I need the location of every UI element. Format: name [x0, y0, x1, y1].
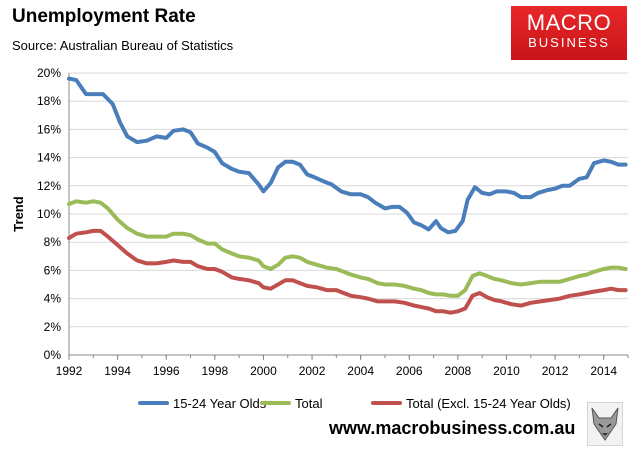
- page-title: Unemployment Rate: [12, 6, 196, 27]
- y-tick-label: 2%: [44, 320, 62, 334]
- macro-business-logo[interactable]: MACRO BUSINESS: [511, 6, 627, 60]
- y-tick-label: 14%: [37, 151, 61, 165]
- y-axis: 0% 2% 4% 6% 8% 10% 12% 14% 16% 18% 20% Trend: [11, 66, 70, 362]
- y-axis-label: Trend: [11, 196, 26, 231]
- x-tick-label: 2006: [396, 364, 423, 378]
- x-tick-label: 2000: [250, 364, 277, 378]
- x-tick-label: 2002: [299, 364, 326, 378]
- x-tick-label: 2004: [347, 364, 374, 378]
- y-tick-label: 18%: [37, 94, 61, 108]
- x-tick-label: 1998: [201, 364, 228, 378]
- logo-line-1: MACRO: [526, 10, 612, 35]
- x-tick-label: 1996: [153, 364, 180, 378]
- chart-legend: 15-24 Year Olds Total Total (Excl. 15-24 Y…: [138, 396, 571, 411]
- footer-url[interactable]: www.macrobusiness.com.au: [329, 418, 576, 438]
- y-tick-label: 4%: [44, 292, 62, 306]
- x-tick-label: 1994: [104, 364, 131, 378]
- y-tick-label: 10%: [37, 207, 61, 221]
- logo-line-2: BUSINESS: [528, 35, 610, 50]
- chart-gridlines: [69, 72, 628, 328]
- legend-label-0: 15-24 Year Olds: [173, 396, 267, 411]
- chart-series: [67, 76, 628, 315]
- x-tick-label: 2014: [590, 364, 617, 378]
- fox-icon: [587, 402, 623, 446]
- legend-label-1: Total: [295, 396, 323, 411]
- x-tick-label: 2010: [493, 364, 520, 378]
- chart-source: Source: Australian Bureau of Statistics: [12, 38, 234, 53]
- y-tick-label: 20%: [37, 66, 61, 80]
- x-tick-label: 2008: [445, 364, 472, 378]
- y-tick-label: 0%: [44, 348, 62, 362]
- series-line-2: [67, 228, 628, 315]
- y-tick-label: 8%: [44, 235, 62, 249]
- legend-label-2: Total (Excl. 15-24 Year Olds): [406, 396, 571, 411]
- y-tick-label: 16%: [37, 122, 61, 136]
- y-tick-label: 12%: [37, 179, 61, 193]
- series-line-1: [67, 199, 628, 298]
- y-tick-label: 6%: [44, 263, 62, 277]
- x-tick-label: 2012: [542, 364, 569, 378]
- series-line-0: [67, 76, 628, 235]
- x-tick-label: 1992: [56, 364, 83, 378]
- x-axis: 1992 1994 1996 1998 2000 2002 2004 2006 2008 2010…: [56, 354, 629, 378]
